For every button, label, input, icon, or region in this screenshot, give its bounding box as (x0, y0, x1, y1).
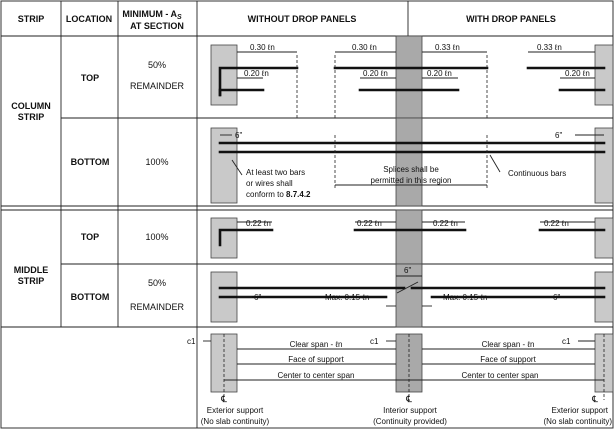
dim-020-int-right: 0.20 ℓn (427, 69, 452, 78)
dim-6in-right: 6" (555, 131, 562, 140)
dim-022-left: 0.22 ℓn (246, 219, 271, 228)
column-ext-left-top (210, 44, 238, 106)
column-interior-bottom (395, 117, 423, 207)
min-as-50-middle-bottom: 50% (148, 278, 166, 288)
location-bottom-1: BOTTOM (71, 157, 110, 167)
note-two-bars-2: or wires shall (246, 179, 293, 188)
header-with-drop-panels: WITH DROP PANELS (466, 14, 556, 24)
label-face-right: Face of support (480, 355, 536, 364)
min-as-remainder-middle-bottom: REMAINDER (130, 302, 185, 312)
label-center-left: Center to center span (278, 371, 355, 380)
dim-6in-middle-right: 6" (553, 293, 560, 302)
label-interior-support-2: (Continuity provided) (373, 417, 447, 426)
centerline-int: ℄ (405, 394, 412, 404)
header-without-drop-panels: WITHOUT DROP PANELS (248, 14, 357, 24)
label-face-left: Face of support (288, 355, 344, 364)
column-ext-left-middle-top (210, 217, 238, 259)
min-as-remainder-top: REMAINDER (130, 81, 185, 91)
min-as-50-top: 50% (148, 60, 166, 70)
column-ext-right-middle-top (594, 217, 614, 259)
column-ext-left-bottom (210, 127, 238, 204)
support-columns (210, 35, 614, 393)
column-interior-top (395, 35, 423, 119)
column-interior-middle-top (395, 209, 423, 265)
header-location: LOCATION (66, 14, 112, 24)
label-exterior-support-left-1: Exterior support (207, 406, 264, 415)
dim-020-int-left: 0.20 ℓn (363, 69, 388, 78)
column-ext-right-span (594, 333, 614, 393)
row-label-column-strip-1: COLUMN (11, 101, 51, 111)
dim-015-right: Max. 0.15 ℓn (443, 293, 487, 302)
dim-6in-splice: 6" (404, 266, 411, 275)
label-interior-support-1: Interior support (383, 406, 438, 415)
label-c1-left: c1 (187, 337, 196, 346)
min-as-100-bottom: 100% (145, 157, 168, 167)
dim-022-int-right: 0.22 ℓn (433, 219, 458, 228)
middle-strip-top-bars (218, 221, 606, 247)
header-at-section: AT SECTION (130, 21, 184, 31)
note-two-bars-3: conform to 8.7.4.2 (246, 190, 311, 199)
dim-030-left: 0.30 ℓn (250, 43, 275, 52)
dim-020-right: 0.20 ℓn (565, 69, 590, 78)
centerline-right: ℄ (591, 394, 598, 404)
dim-033-int: 0.33 ℓn (435, 43, 460, 52)
row-label-middle-strip-1: MIDDLE (14, 265, 49, 275)
note-two-bars-1: At least two bars (246, 168, 305, 177)
label-c1-int: c1 (370, 337, 379, 346)
label-clear-span-right: Clear span - ℓn (482, 340, 535, 349)
label-center-right: Center to center span (462, 371, 539, 380)
note-continuous-bars: Continuous bars (508, 169, 566, 178)
location-top-2: TOP (81, 232, 99, 242)
dim-030-int: 0.30 ℓn (352, 43, 377, 52)
dim-020-left: 0.20 ℓn (244, 69, 269, 78)
dim-022-right: 0.22 ℓn (544, 219, 569, 228)
row-label-column-strip-2: STRIP (18, 112, 45, 122)
column-strip-top-bars (218, 51, 606, 118)
label-exterior-support-left-2: (No slab continuity) (201, 417, 270, 426)
location-top-1: TOP (81, 73, 99, 83)
row-label-middle-strip-2: STRIP (18, 276, 45, 286)
column-interior-middle-bottom (395, 263, 423, 328)
header-strip: STRIP (18, 14, 45, 24)
dim-015-left: Max. 0.15 ℓn (325, 293, 369, 302)
dim-6in-middle-left: 6" (254, 293, 261, 302)
column-ext-right-top (594, 44, 614, 106)
middle-strip-bottom-bars (218, 275, 606, 307)
label-exterior-support-right-1: Exterior support (552, 406, 609, 415)
column-interior-span (395, 333, 423, 393)
note-splices-2: permitted in this region (371, 176, 452, 185)
centerline-left: ℄ (220, 394, 227, 404)
min-as-100-middle-top: 100% (145, 232, 168, 242)
column-strip-bottom-bars (218, 134, 606, 190)
label-exterior-support-right-2: (No slab continuity) (544, 417, 613, 426)
location-bottom-2: BOTTOM (71, 292, 110, 302)
span-dimension-lines (203, 334, 605, 400)
label-clear-span-left: Clear span - ℓn (290, 340, 343, 349)
dim-033-right: 0.33 ℓn (537, 43, 562, 52)
dim-022-int-left: 0.22 ℓn (357, 219, 382, 228)
header-minimum: MINIMUM - AS (122, 9, 182, 21)
label-c1-right: c1 (562, 337, 571, 346)
note-splices-1: Splices shall be (383, 165, 439, 174)
dim-6in-left: 6" (235, 131, 242, 140)
column-ext-right-bottom (594, 127, 614, 204)
column-ext-left-span (210, 333, 238, 393)
